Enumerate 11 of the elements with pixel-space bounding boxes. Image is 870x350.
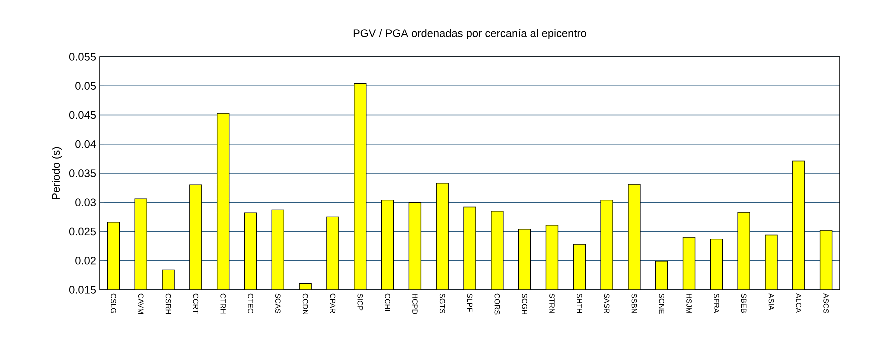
y-tick-label: 0.045 <box>69 111 96 120</box>
y-tick-label: 0.05 <box>76 82 96 90</box>
y-tick-label: 0.055 <box>69 53 96 61</box>
y-tick-label: 0.015 <box>69 286 96 294</box>
y-tick-label: 0.035 <box>69 170 96 178</box>
chart-title: PGV / PGA ordenadas por cercanía al epicentro <box>354 29 586 40</box>
y-tick-label: 0.03 <box>76 198 96 207</box>
y-tick-label: 0.02 <box>76 257 96 265</box>
y-axis-title: Periodo (s) <box>52 147 62 200</box>
y-tick-label: 0.04 <box>76 140 96 148</box>
y-tick-label: 0.025 <box>69 228 96 236</box>
